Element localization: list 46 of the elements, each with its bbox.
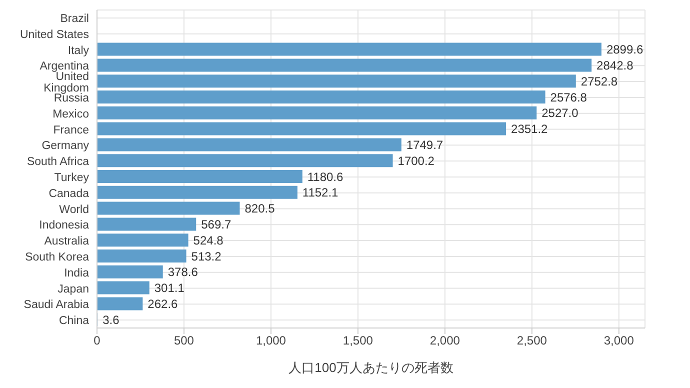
y-tick-label: Germany (42, 140, 90, 152)
y-tick-label: Turkey (54, 172, 90, 184)
x-tick-label: 500 (174, 334, 194, 348)
data-label: 569.7 (201, 217, 232, 232)
y-tick-label: United Kingdom (44, 70, 89, 94)
data-label: 378.6 (168, 265, 198, 280)
x-tick-label: 1,500 (342, 334, 374, 348)
y-tick-label: China (58, 315, 90, 328)
y-tick-label: Saudi Arabia (24, 299, 90, 312)
data-label: 513.2 (191, 249, 222, 264)
data-label: 2351.2 (511, 122, 548, 136)
x-tick-label: 3,000 (604, 334, 634, 348)
x-tick-label: 2,500 (516, 334, 548, 348)
data-label: 2899.6 (606, 42, 644, 57)
data-label: 820.5 (244, 202, 276, 216)
data-label: 1749.7 (406, 138, 444, 152)
data-label: 1152.1 (302, 186, 339, 200)
data-label: 2527.0 (542, 106, 579, 120)
x-tick-label: 2,000 (430, 334, 460, 348)
x-tick-label: 0 (94, 334, 101, 348)
y-tick-label: France (53, 124, 89, 136)
y-tick-label: Russia (54, 92, 90, 105)
data-label: 2576.8 (550, 90, 588, 104)
data-label: 2752.8 (580, 74, 618, 88)
y-tick-label: United States (20, 28, 90, 41)
data-label: 3.6 (102, 312, 120, 327)
x-axis-title: 人口100万人あたりの死者数 (288, 360, 454, 376)
x-tick-label: 1,000 (256, 334, 286, 348)
y-tick-label: Indonesia (39, 220, 90, 232)
data-label: 1180.6 (307, 170, 344, 184)
y-tick-label: World (59, 204, 89, 216)
y-tick-label: Brazil (60, 13, 89, 26)
y-tick-label: Canada (48, 188, 90, 200)
y-tick-label: Argentina (40, 60, 90, 73)
y-tick-label: South Korea (25, 252, 90, 264)
y-tick-label: Japan (58, 283, 89, 296)
y-tick-label: Australia (44, 236, 90, 248)
data-label: 301.1 (154, 281, 185, 296)
y-tick-label: India (64, 267, 90, 280)
data-label: 1700.2 (398, 154, 435, 168)
y-tick-label: Mexico (52, 108, 89, 120)
data-label: 2842.8 (596, 58, 634, 72)
data-label: 524.8 (193, 233, 224, 248)
y-tick-label: Italy (68, 44, 90, 57)
y-tick-label: South Africa (26, 156, 90, 168)
data-label: 262.6 (148, 296, 178, 311)
